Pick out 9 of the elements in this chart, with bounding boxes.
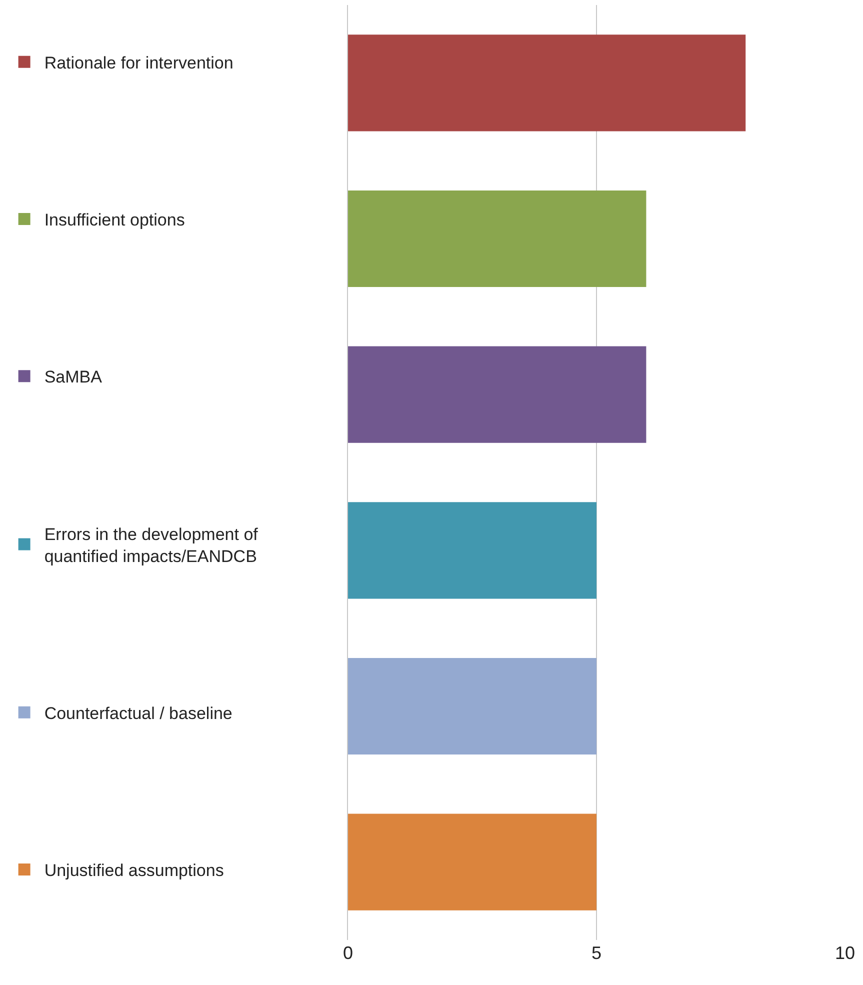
legend-label: Unjustified assumptions xyxy=(44,861,224,880)
x-tick-label: 5 xyxy=(591,943,602,963)
legend-label: Errors in the development of quantified impacts/EANDCB xyxy=(44,524,258,566)
x-tick-label: 10 xyxy=(834,943,856,963)
legend-label: Insufficient options xyxy=(44,210,185,230)
legend-label: Rationale for intervention xyxy=(44,54,234,73)
x-tick-label: 0 xyxy=(342,943,354,963)
legend-label: Counterfactual / baseline xyxy=(44,704,232,724)
legend-label: SaMBA xyxy=(44,368,103,387)
